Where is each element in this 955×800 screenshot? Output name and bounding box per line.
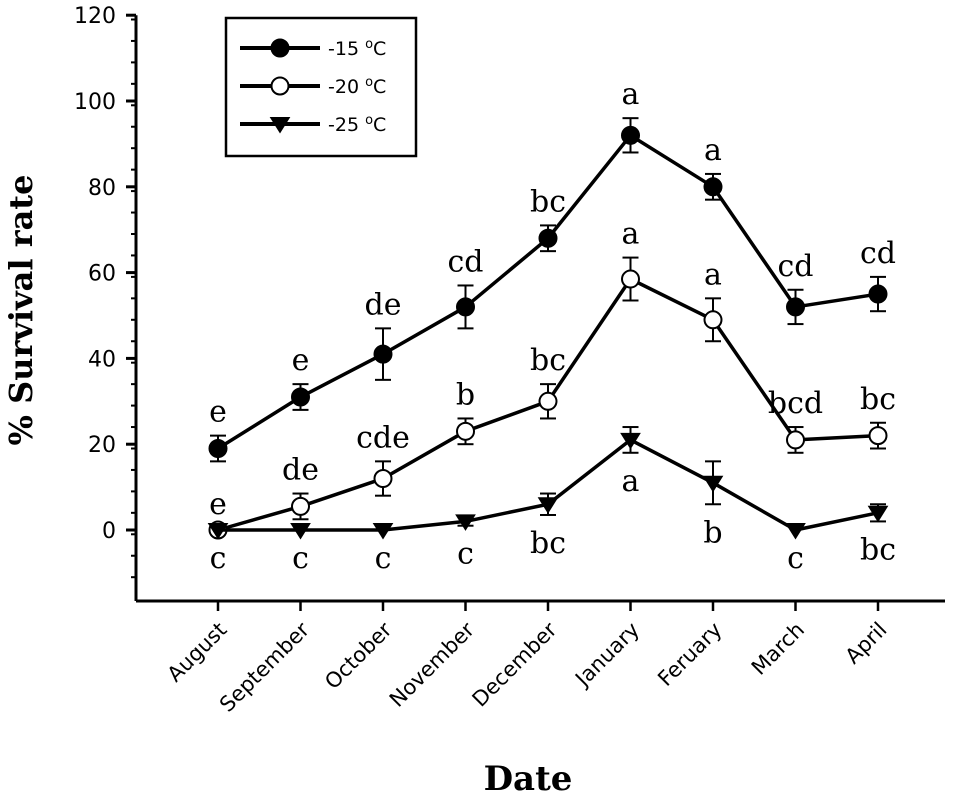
x-axis-title: Date — [484, 759, 573, 799]
data-point — [868, 426, 888, 446]
significance-letter: bc — [530, 343, 566, 378]
y-tick-label: 40 — [88, 347, 116, 372]
significance-letter: a — [622, 464, 640, 499]
significance-letter: b — [456, 377, 475, 412]
data-point — [786, 430, 805, 450]
significance-letter: a — [704, 133, 722, 168]
data-point — [538, 228, 558, 248]
y-tick-label: 120 — [74, 4, 116, 29]
y-tick-label: 0 — [102, 519, 116, 544]
data-point — [373, 344, 393, 364]
y-tick-label: 80 — [88, 176, 116, 201]
y-axis-title: % Survival rate — [2, 175, 40, 446]
x-tick-label: September — [215, 617, 314, 716]
data-point — [620, 432, 641, 450]
significance-letter: de — [282, 453, 319, 488]
legend: -15 oC -20 oC -25 oC — [224, 16, 418, 158]
significance-letter: cde — [356, 420, 410, 455]
data-point — [456, 297, 475, 317]
data-point — [208, 438, 228, 458]
data-point — [291, 387, 310, 407]
significance-letter: c — [375, 541, 392, 576]
data-point — [291, 496, 310, 516]
significance-letter: a — [622, 77, 640, 112]
data-point — [703, 177, 723, 197]
x-tick-label: November — [385, 617, 479, 711]
data-point — [702, 475, 724, 493]
significance-letter: b — [703, 515, 722, 550]
data-point — [270, 76, 290, 96]
significance-letter: a — [622, 217, 640, 252]
data-point — [269, 116, 291, 134]
data-point — [456, 421, 475, 441]
data-point — [537, 497, 559, 514]
data-point — [703, 310, 723, 330]
x-tick-label: Feruary — [653, 618, 726, 691]
significance-letter: a — [704, 257, 722, 292]
y-tick-label: 100 — [74, 90, 116, 115]
significance-letter: bc — [530, 526, 566, 561]
x-tick-label: January — [569, 618, 644, 693]
significance-letter: bc — [860, 532, 896, 567]
y-tick-label: 60 — [88, 262, 116, 287]
x-tick-label: August — [163, 618, 232, 687]
data-point — [270, 38, 290, 58]
data-point — [373, 469, 393, 489]
legend-entry: -15 oC — [328, 37, 386, 60]
legend-entry: -20 oC — [328, 75, 386, 98]
x-tick-label: March — [747, 618, 809, 680]
significance-letter: c — [457, 537, 474, 572]
data-point — [621, 125, 640, 145]
significance-letter: e — [209, 487, 227, 522]
significance-letter: cd — [777, 249, 813, 284]
legend-entry: -25 oC — [328, 113, 386, 136]
data-point — [207, 522, 229, 540]
significance-letter: bc — [860, 382, 896, 417]
significance-letter: cd — [860, 236, 896, 271]
y-tick-label: 20 — [88, 433, 116, 458]
data-point — [372, 522, 394, 540]
x-tick-label: October — [320, 617, 397, 694]
x-tick-label: April — [841, 618, 892, 669]
significance-letter: c — [292, 541, 309, 576]
significance-letter: c — [787, 541, 804, 576]
data-point — [785, 522, 806, 540]
data-point — [786, 297, 805, 317]
data-point — [290, 522, 311, 540]
data-point — [867, 505, 889, 523]
significance-letter: cd — [447, 244, 483, 279]
series-1: e e de cd bc a a cd cd — [208, 77, 896, 463]
data-point — [455, 514, 476, 531]
significance-letter: e — [209, 395, 227, 430]
significance-letter: e — [292, 343, 310, 378]
significance-letter: de — [365, 287, 402, 322]
significance-letter: bc — [530, 184, 566, 219]
x-tick-label: December — [468, 617, 562, 711]
data-point — [621, 269, 640, 289]
data-point — [538, 391, 558, 411]
data-point — [868, 284, 888, 304]
significance-letter: c — [210, 541, 227, 576]
significance-letter: bcd — [768, 386, 823, 421]
